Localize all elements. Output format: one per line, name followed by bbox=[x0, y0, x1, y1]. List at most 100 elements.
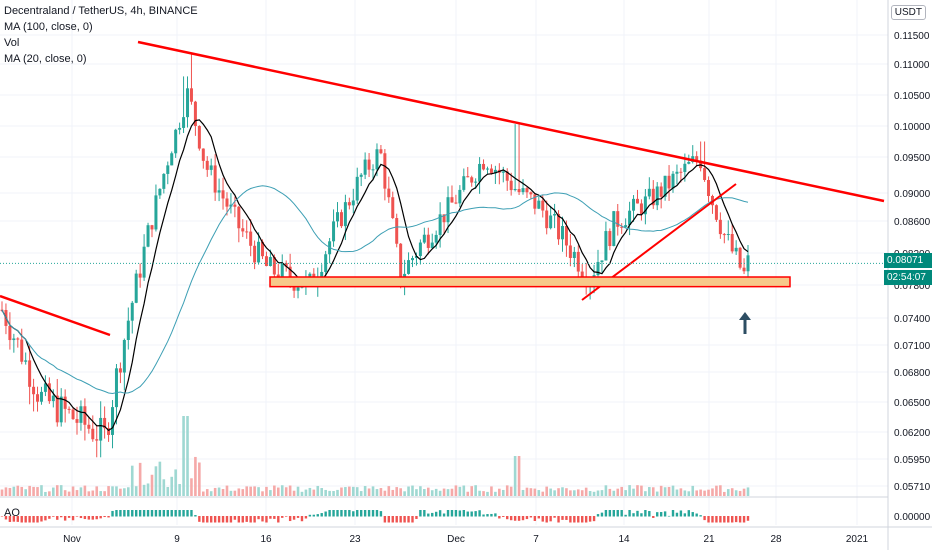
volume-bar bbox=[363, 486, 367, 496]
candle-body bbox=[418, 242, 422, 257]
volume-bar bbox=[588, 491, 592, 496]
candle-body bbox=[201, 148, 205, 161]
volume-bar bbox=[529, 488, 533, 496]
candle-body bbox=[268, 257, 272, 267]
volume-bar bbox=[28, 485, 31, 496]
candle-body bbox=[422, 234, 426, 243]
candle-body bbox=[414, 256, 418, 259]
candle-body bbox=[284, 263, 288, 267]
ao-bar bbox=[281, 516, 284, 518]
volume-bar bbox=[565, 488, 568, 496]
candle-body bbox=[118, 368, 122, 373]
ao-bar bbox=[277, 516, 280, 523]
candle-body bbox=[628, 210, 632, 226]
ao-bar bbox=[506, 516, 509, 520]
ao-bar bbox=[79, 516, 83, 519]
y-tick-label: 0.09500 bbox=[894, 153, 931, 164]
volume-bar bbox=[478, 490, 481, 496]
x-tick-label: 21 bbox=[703, 534, 715, 545]
candle-body bbox=[253, 245, 257, 263]
candle-body bbox=[114, 368, 118, 408]
volume-bar bbox=[636, 485, 639, 496]
volume-bar bbox=[573, 490, 576, 496]
volume-bar bbox=[44, 491, 47, 496]
candle-body bbox=[391, 197, 395, 219]
volume-bar bbox=[182, 416, 185, 496]
candle-body bbox=[612, 211, 616, 247]
ao-bar bbox=[533, 516, 537, 521]
candle-body bbox=[537, 200, 541, 209]
candle-body bbox=[363, 159, 367, 175]
ao-bar bbox=[217, 516, 221, 523]
currency-button[interactable]: USDT bbox=[890, 5, 926, 20]
candle-body bbox=[308, 273, 312, 277]
volume-bar bbox=[332, 491, 335, 496]
ao-bar bbox=[387, 516, 391, 523]
ao-bar bbox=[4, 516, 8, 520]
volume-bar bbox=[95, 486, 99, 496]
candle-body bbox=[726, 234, 730, 236]
ao-bar bbox=[209, 516, 213, 523]
volume-bar bbox=[517, 456, 521, 496]
volume-bar bbox=[202, 491, 205, 496]
ao-bar bbox=[300, 516, 304, 522]
candle-body bbox=[355, 176, 359, 201]
ao-bar bbox=[450, 510, 454, 517]
candle-body bbox=[434, 234, 438, 243]
ao-bar bbox=[229, 516, 233, 523]
legend-ma100: MA (100, close, 0) bbox=[4, 21, 93, 33]
volume-bar bbox=[162, 479, 166, 496]
candle-body bbox=[513, 188, 517, 191]
volume-bar bbox=[379, 488, 383, 496]
ao-bar bbox=[565, 516, 568, 520]
ao-bar bbox=[581, 516, 584, 523]
ao-bar bbox=[284, 516, 288, 517]
volume-bar bbox=[253, 486, 256, 496]
ao-bar bbox=[620, 510, 623, 517]
ao-bar bbox=[659, 512, 663, 517]
candle-body bbox=[509, 180, 513, 191]
volume-bar bbox=[723, 491, 726, 496]
ao-bar bbox=[190, 510, 193, 517]
ao-bar bbox=[36, 516, 39, 523]
candle-body bbox=[718, 219, 722, 235]
legend-ao: AO bbox=[4, 507, 20, 519]
candle-body bbox=[541, 200, 545, 211]
candle-body bbox=[28, 360, 32, 387]
volume-bar bbox=[36, 487, 39, 496]
volume-bar bbox=[501, 489, 505, 496]
volume-bar bbox=[719, 485, 722, 496]
candle-body bbox=[249, 231, 253, 246]
volume-bar bbox=[336, 489, 339, 496]
volume-bar bbox=[233, 490, 237, 496]
ao-bar bbox=[391, 516, 394, 523]
price-badge: 0.08071 bbox=[884, 253, 932, 268]
ao-bar bbox=[352, 511, 355, 517]
volume-bar bbox=[561, 487, 564, 496]
candle-body bbox=[241, 228, 245, 232]
volume-bar bbox=[494, 491, 497, 496]
ao-bar bbox=[12, 516, 16, 522]
ao-bar bbox=[253, 516, 256, 523]
candle-body bbox=[549, 215, 553, 229]
volume-bar bbox=[482, 491, 485, 496]
volume-bar bbox=[371, 486, 375, 496]
volume-bar bbox=[83, 485, 87, 496]
candle-body bbox=[103, 417, 107, 429]
candle-body bbox=[517, 188, 521, 193]
candle-body bbox=[639, 203, 643, 215]
volume-bar bbox=[490, 486, 493, 496]
volume-bar bbox=[632, 488, 635, 496]
volume-bar bbox=[280, 485, 284, 496]
ao-bar bbox=[16, 516, 19, 522]
ao-bar bbox=[166, 510, 169, 517]
ao-bar bbox=[446, 510, 450, 517]
ao-bar bbox=[182, 510, 185, 517]
ao-bar bbox=[123, 510, 126, 517]
ao-bar bbox=[336, 510, 339, 517]
volume-bar bbox=[726, 489, 730, 496]
volume-bar bbox=[533, 488, 537, 496]
candle-body bbox=[67, 408, 71, 410]
